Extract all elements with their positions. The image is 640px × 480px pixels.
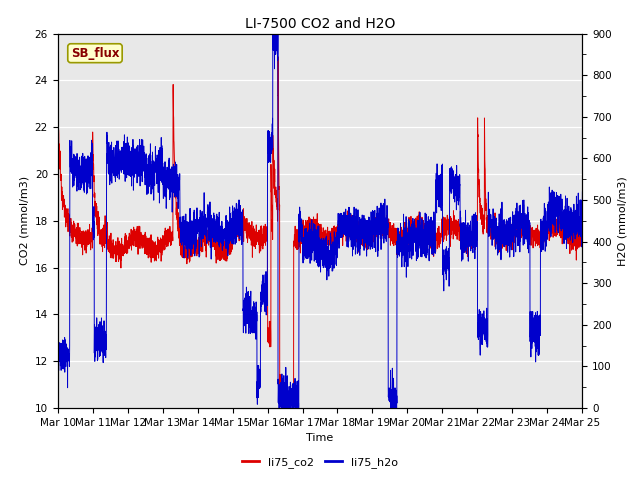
- Title: LI-7500 CO2 and H2O: LI-7500 CO2 and H2O: [245, 17, 395, 31]
- Text: SB_flux: SB_flux: [70, 47, 119, 60]
- Y-axis label: CO2 (mmol/m3): CO2 (mmol/m3): [19, 176, 29, 265]
- Legend: li75_co2, li75_h2o: li75_co2, li75_h2o: [238, 452, 402, 472]
- Y-axis label: H2O (mmol/m3): H2O (mmol/m3): [618, 176, 627, 265]
- X-axis label: Time: Time: [307, 433, 333, 443]
